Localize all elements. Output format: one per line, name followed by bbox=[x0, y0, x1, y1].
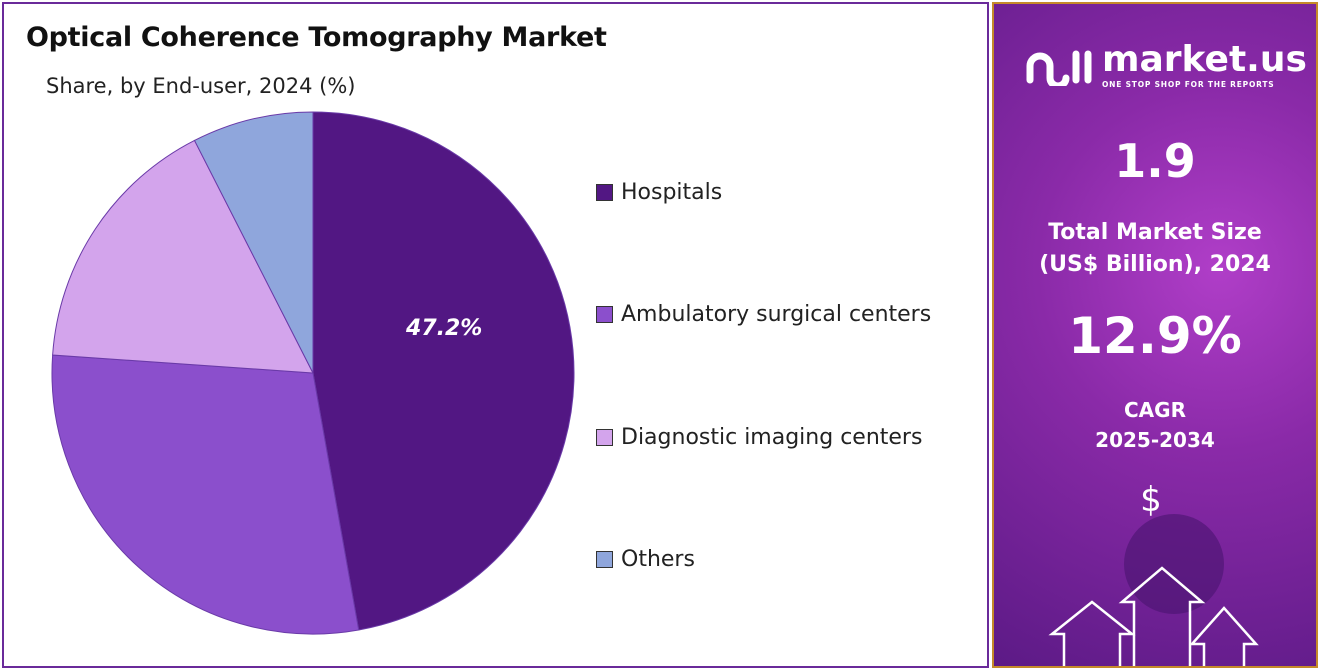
dollar-icon: $ bbox=[1140, 480, 1162, 520]
growth-arrows-icon bbox=[1048, 566, 1259, 666]
market-size-label: Total Market Size bbox=[1048, 220, 1262, 245]
legend-swatch bbox=[596, 551, 613, 568]
market-size-label-unit: (US$ Billion), 2024 bbox=[1039, 252, 1271, 277]
market-size-value: 1.9 bbox=[1114, 134, 1196, 188]
legend-label: Others bbox=[621, 547, 695, 572]
pie-chart: 47.2% bbox=[51, 111, 575, 635]
legend-label: Diagnostic imaging centers bbox=[621, 425, 923, 450]
legend-swatch bbox=[596, 184, 613, 201]
chart-subtitle: Share, by End-user, 2024 (%) bbox=[46, 74, 356, 98]
pie-slice-hospitals bbox=[312, 111, 575, 631]
legend-item-diagnostic: Diagnostic imaging centers bbox=[596, 425, 922, 450]
data-label: 47.2% bbox=[405, 316, 482, 341]
chart-panel: Optical Coherence Tomography Market Shar… bbox=[2, 2, 989, 668]
legend-item-ambulatory: Ambulatory surgical centers bbox=[596, 302, 931, 327]
cagr-label: CAGR bbox=[1124, 398, 1186, 422]
background-decor bbox=[1048, 514, 1259, 666]
pie-slice-others bbox=[193, 111, 314, 374]
logo-mark-icon bbox=[1026, 50, 1092, 86]
pie-slice-ambulatory-surgical-centers bbox=[51, 354, 360, 635]
cagr-period: 2025-2034 bbox=[1095, 428, 1215, 452]
pie-slice-diagnostic-imaging-centers bbox=[52, 139, 314, 374]
legend-item-others: Others bbox=[596, 547, 695, 572]
market-us-logo: market.us ONE STOP SHOP FOR THE REPORTS bbox=[1024, 42, 1307, 89]
summary-panel: market.us ONE STOP SHOP FOR THE REPORTS … bbox=[992, 2, 1318, 668]
legend-swatch bbox=[596, 306, 613, 323]
legend-swatch bbox=[596, 429, 613, 446]
cagr-value: 12.9% bbox=[1068, 307, 1242, 365]
legend-label: Ambulatory surgical centers bbox=[621, 302, 932, 327]
chart-title: Optical Coherence Tomography Market bbox=[26, 22, 607, 53]
legend-item-hospitals: Hospitals bbox=[596, 180, 722, 205]
legend-label: Hospitals bbox=[621, 180, 723, 205]
